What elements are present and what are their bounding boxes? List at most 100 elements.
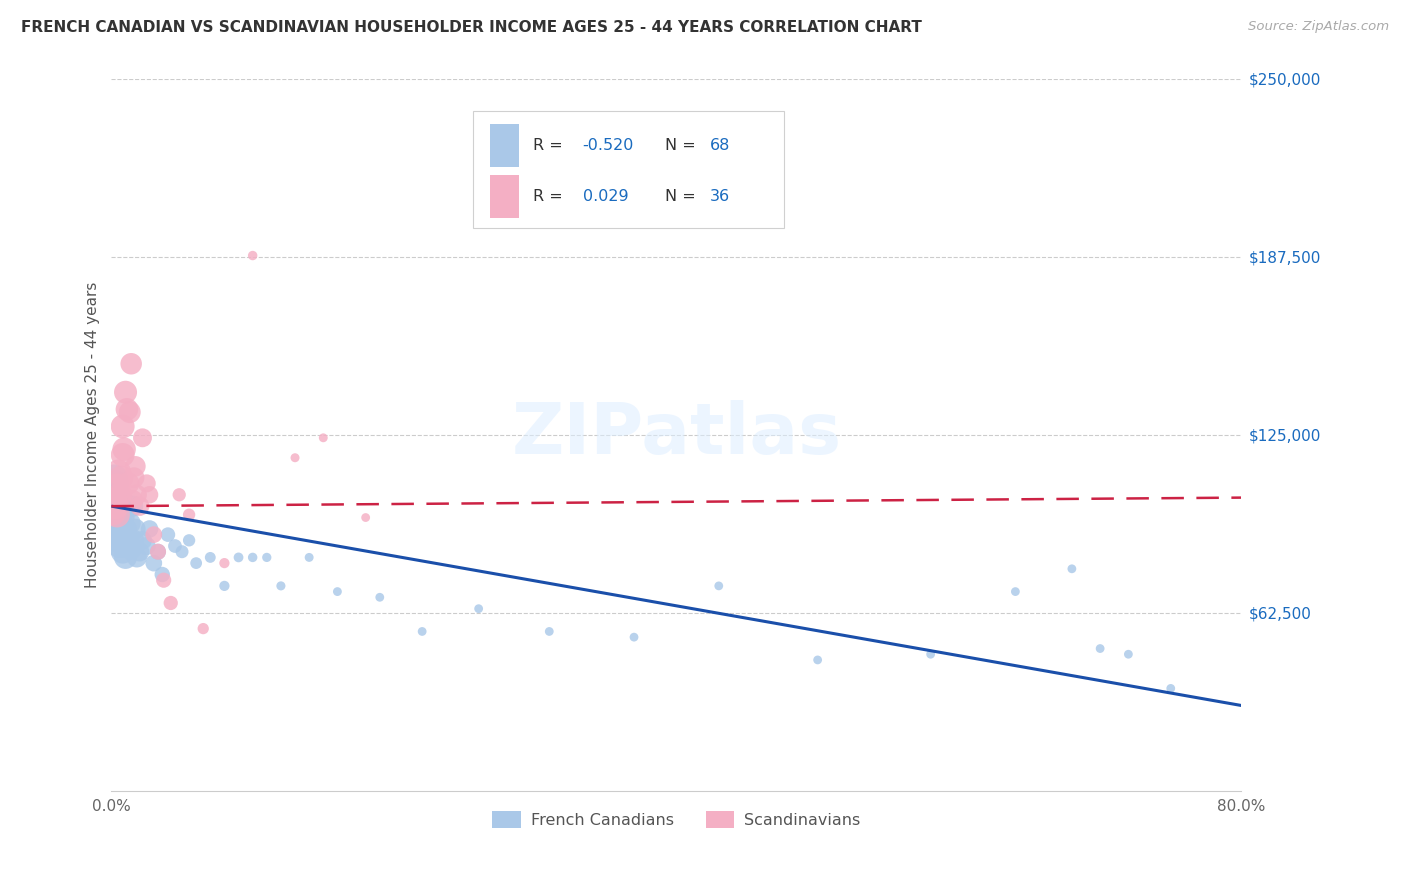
Point	[104, 499, 127, 513]
Point	[104, 513, 127, 527]
Point	[112, 539, 135, 553]
Point	[142, 527, 165, 541]
Point	[152, 573, 174, 587]
Point	[156, 527, 179, 541]
Point	[103, 493, 125, 508]
Point	[125, 550, 148, 565]
Point	[114, 522, 136, 536]
Text: N =: N =	[665, 189, 702, 203]
Point	[107, 465, 129, 479]
Point	[1004, 584, 1026, 599]
Text: Source: ZipAtlas.com: Source: ZipAtlas.com	[1249, 20, 1389, 33]
Point	[108, 488, 131, 502]
Point	[177, 533, 200, 548]
Point	[105, 488, 128, 502]
Text: 0.029: 0.029	[582, 189, 628, 203]
Point	[467, 601, 489, 615]
Point	[110, 522, 132, 536]
Bar	[489, 175, 519, 218]
FancyBboxPatch shape	[472, 111, 783, 228]
Point	[159, 596, 181, 610]
Point	[242, 550, 264, 565]
Point	[920, 647, 942, 661]
Point	[368, 591, 391, 605]
Text: 36: 36	[710, 189, 731, 203]
Point	[105, 522, 128, 536]
Text: R =: R =	[533, 138, 568, 153]
Point	[125, 488, 148, 502]
Point	[1160, 681, 1182, 696]
Point	[200, 550, 222, 565]
Point	[146, 545, 169, 559]
Text: R =: R =	[533, 189, 568, 203]
Point	[103, 493, 125, 508]
Point	[177, 508, 200, 522]
Point	[107, 527, 129, 541]
Point	[105, 508, 128, 522]
Point	[312, 431, 335, 445]
Point	[115, 533, 138, 548]
Point	[1088, 641, 1111, 656]
Point	[118, 405, 141, 419]
Point	[114, 550, 136, 565]
Point	[124, 522, 146, 536]
Point	[128, 545, 150, 559]
Point	[104, 476, 127, 491]
Point	[111, 510, 134, 524]
Point	[138, 488, 160, 502]
Point	[623, 630, 645, 644]
Point	[142, 556, 165, 570]
Point	[107, 493, 129, 508]
Point	[1118, 647, 1140, 661]
Y-axis label: Householder Income Ages 25 - 44 years: Householder Income Ages 25 - 44 years	[86, 282, 100, 588]
Point	[170, 545, 193, 559]
Point	[270, 579, 292, 593]
Point	[118, 516, 141, 531]
Point	[103, 471, 125, 485]
Point	[121, 493, 143, 508]
Point	[111, 419, 134, 434]
Point	[120, 541, 142, 556]
Point	[326, 584, 349, 599]
Point	[122, 471, 145, 485]
Point	[284, 450, 307, 465]
Point	[163, 539, 186, 553]
Point	[108, 539, 131, 553]
Point	[150, 567, 173, 582]
Point	[1060, 562, 1083, 576]
Point	[117, 476, 139, 491]
Text: 68: 68	[710, 138, 731, 153]
Point	[193, 622, 215, 636]
Point	[105, 505, 128, 519]
Point	[120, 357, 142, 371]
Point	[110, 533, 132, 548]
Point	[110, 505, 132, 519]
Point	[110, 471, 132, 485]
Point	[135, 476, 157, 491]
Point	[186, 556, 208, 570]
Point	[105, 479, 128, 493]
Text: N =: N =	[665, 138, 702, 153]
Point	[103, 510, 125, 524]
Point	[111, 545, 134, 559]
Point	[128, 499, 150, 513]
Text: FRENCH CANADIAN VS SCANDINAVIAN HOUSEHOLDER INCOME AGES 25 - 44 YEARS CORRELATIO: FRENCH CANADIAN VS SCANDINAVIAN HOUSEHOL…	[21, 20, 922, 35]
Point	[228, 550, 250, 565]
Legend: French Canadians, Scandinavians: French Canadians, Scandinavians	[486, 805, 866, 834]
Point	[111, 448, 134, 462]
Point	[167, 488, 190, 502]
Point	[707, 579, 730, 593]
Point	[135, 539, 157, 553]
Point	[146, 545, 169, 559]
Point	[124, 459, 146, 474]
Point	[131, 431, 153, 445]
Point	[807, 653, 830, 667]
Point	[108, 499, 131, 513]
Point	[214, 579, 236, 593]
Point	[122, 533, 145, 548]
Point	[114, 385, 136, 400]
Point	[131, 533, 153, 548]
Point	[101, 505, 124, 519]
Point	[107, 510, 129, 524]
Point	[108, 513, 131, 527]
